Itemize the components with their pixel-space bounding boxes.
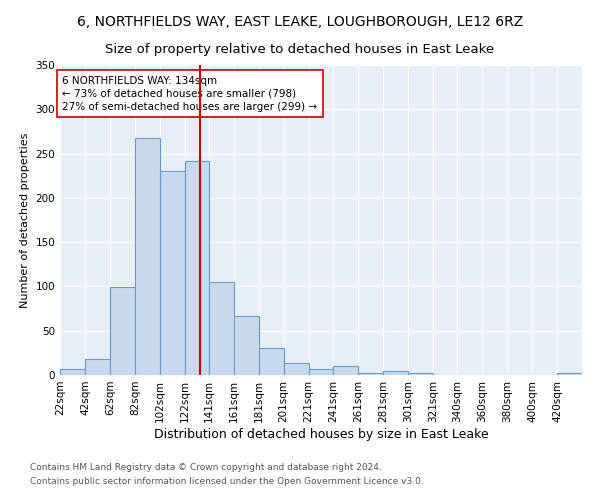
Bar [85, 359, 110, 375]
Bar [284, 362, 308, 375]
Bar [135, 138, 160, 375]
Text: Contains public sector information licensed under the Open Government Licence v3: Contains public sector information licen… [30, 477, 424, 486]
Bar [60, 369, 85, 375]
Bar [409, 373, 433, 375]
Bar [233, 316, 259, 375]
Bar [358, 373, 383, 375]
X-axis label: Distribution of detached houses by size in East Leake: Distribution of detached houses by size … [154, 428, 488, 440]
Bar [110, 288, 135, 375]
Text: Contains HM Land Registry data © Crown copyright and database right 2024.: Contains HM Land Registry data © Crown c… [30, 464, 382, 472]
Y-axis label: Number of detached properties: Number of detached properties [20, 132, 30, 308]
Bar [308, 369, 334, 375]
Bar [557, 373, 582, 375]
Bar [259, 348, 284, 375]
Bar [209, 282, 233, 375]
Text: 6 NORTHFIELDS WAY: 134sqm
← 73% of detached houses are smaller (798)
27% of semi: 6 NORTHFIELDS WAY: 134sqm ← 73% of detac… [62, 76, 317, 112]
Bar [334, 366, 358, 375]
Text: Size of property relative to detached houses in East Leake: Size of property relative to detached ho… [106, 42, 494, 56]
Bar [160, 172, 185, 375]
Bar [383, 372, 409, 375]
Text: 6, NORTHFIELDS WAY, EAST LEAKE, LOUGHBOROUGH, LE12 6RZ: 6, NORTHFIELDS WAY, EAST LEAKE, LOUGHBOR… [77, 15, 523, 29]
Bar [185, 160, 209, 375]
